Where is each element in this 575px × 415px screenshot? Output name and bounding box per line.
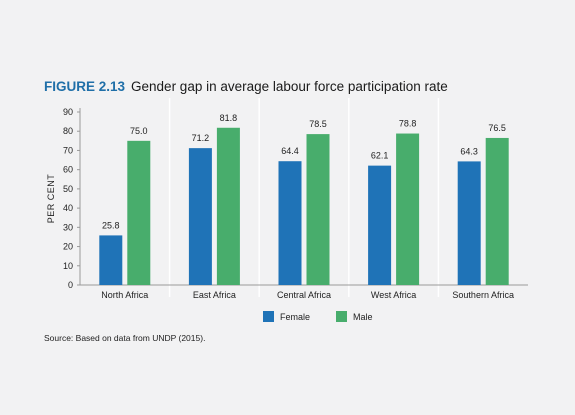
data-label: 64.4 (281, 146, 299, 156)
bar-male (216, 127, 240, 285)
data-label: 78.5 (309, 119, 327, 129)
legend: Female Male (263, 311, 373, 322)
legend-label-male: Male (353, 312, 373, 322)
data-label: 25.8 (102, 220, 120, 230)
bar-male (485, 137, 509, 285)
y-tick-label: 70 (63, 145, 73, 155)
x-tick-label: North Africa (101, 290, 148, 300)
y-axis-label: PER CENT (46, 174, 56, 224)
y-tick-label: 10 (63, 261, 73, 271)
data-label: 62.1 (371, 151, 389, 161)
figure-title-text: Gender gap in average labour force parti… (131, 79, 448, 94)
x-tick-label: East Africa (193, 290, 236, 300)
bar-male (306, 134, 330, 285)
bar-female (188, 148, 212, 285)
bar-female (368, 165, 392, 285)
y-tick-label: 80 (63, 126, 73, 136)
data-label: 81.8 (220, 113, 238, 123)
legend-label-female: Female (280, 312, 310, 322)
y-tick-label: 40 (63, 203, 73, 213)
data-label: 76.5 (488, 123, 506, 133)
data-label: 71.2 (192, 133, 210, 143)
bar-female (278, 161, 302, 285)
legend-swatch-male (336, 311, 347, 322)
y-tick-label: 30 (63, 222, 73, 232)
bar-female (457, 161, 481, 285)
data-label: 78.8 (399, 119, 417, 129)
bar-male (396, 133, 420, 285)
y-tick-label: 20 (63, 242, 73, 252)
y-tick-label: 0 (68, 280, 73, 290)
x-axis-labels: North Africa East Africa Central Africa Wes… (101, 290, 514, 300)
figure-number: FIGURE 2.13 (44, 79, 126, 94)
y-axis: 0 10 20 30 40 50 60 70 80 90 PER CENT (46, 107, 528, 290)
y-tick-label: 90 (63, 107, 73, 117)
bar-male (127, 140, 151, 285)
source-note: Source: Based on data from UNDP (2015). (44, 333, 206, 343)
y-tick-label: 60 (63, 165, 73, 175)
bars: 25.8 75.0 71.2 81.8 64.4 78.5 62.1 78.8 64.3 76.5 (99, 113, 509, 285)
figure-title: FIGURE 2.13 Gender gap in average labour … (44, 79, 448, 94)
x-tick-label: Central Africa (277, 290, 331, 300)
y-tick-label: 50 (63, 184, 73, 194)
category-dividers (168, 98, 440, 297)
bar-female (99, 235, 123, 285)
x-tick-label: Southern Africa (452, 290, 514, 300)
legend-swatch-female (263, 311, 274, 322)
x-tick-label: West Africa (371, 290, 416, 300)
data-label: 75.0 (130, 126, 148, 136)
data-label: 64.3 (460, 146, 478, 156)
